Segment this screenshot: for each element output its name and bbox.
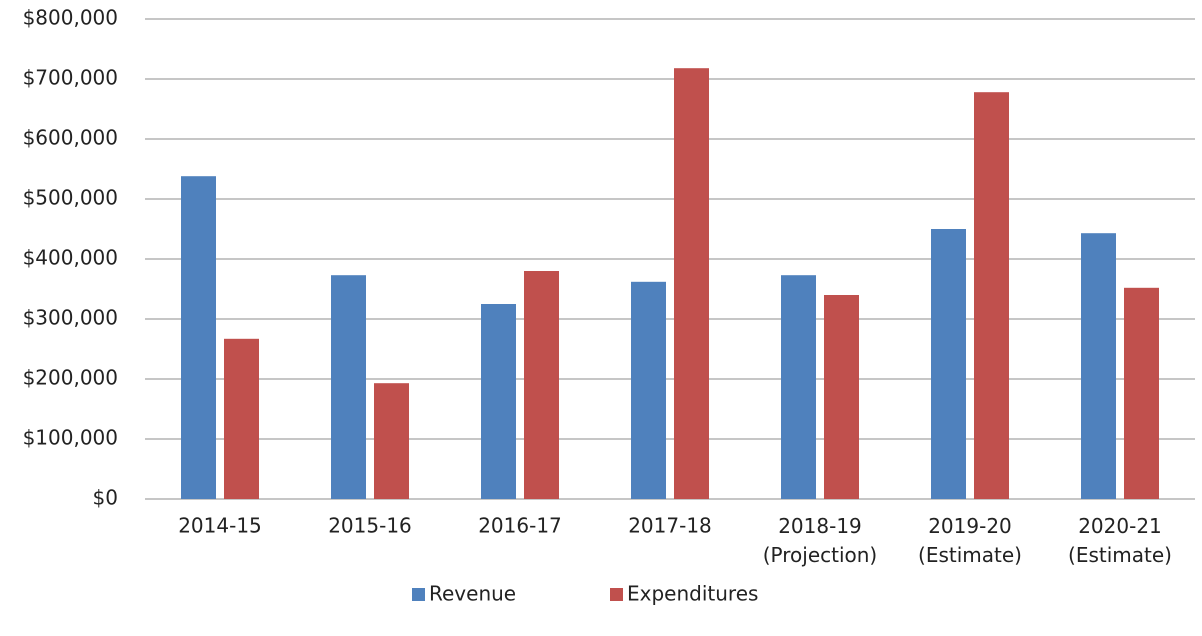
x-tick-label: 2015-16	[328, 514, 412, 538]
y-tick-label: $200,000	[23, 366, 118, 390]
x-tick-label: 2018-19 (Projection)	[763, 514, 878, 567]
bar	[974, 92, 1009, 499]
y-tick-label: $700,000	[23, 66, 118, 90]
y-tick-label: $300,000	[23, 306, 118, 330]
bar	[481, 304, 516, 499]
x-tick-label: 2020-21 (Estimate)	[1068, 514, 1172, 567]
legend-label: Expenditures	[627, 582, 758, 606]
y-tick-label: $100,000	[23, 426, 118, 450]
bar	[781, 275, 816, 499]
y-tick-label: $500,000	[23, 186, 118, 210]
x-tick-label: 2016-17	[478, 514, 562, 538]
bar	[374, 383, 409, 499]
bar	[824, 295, 859, 499]
bar	[524, 271, 559, 499]
bar	[1124, 287, 1159, 499]
bar	[331, 275, 366, 499]
bar	[931, 229, 966, 499]
bar	[674, 68, 709, 499]
x-tick-label: 2017-18	[628, 514, 712, 538]
y-tick-label: $600,000	[23, 126, 118, 150]
bar	[631, 281, 666, 499]
y-tick-label: $400,000	[23, 246, 118, 270]
legend-swatch	[610, 588, 623, 601]
y-tick-label: $0	[93, 486, 118, 510]
bar	[1081, 233, 1116, 499]
y-tick-label: $800,000	[23, 6, 118, 30]
bar	[224, 338, 259, 499]
legend-swatch	[412, 588, 425, 601]
x-tick-label: 2019-20 (Estimate)	[918, 514, 1022, 567]
legend-label: Revenue	[429, 582, 516, 606]
bar	[181, 176, 216, 499]
x-tick-label: 2014-15	[178, 514, 262, 538]
